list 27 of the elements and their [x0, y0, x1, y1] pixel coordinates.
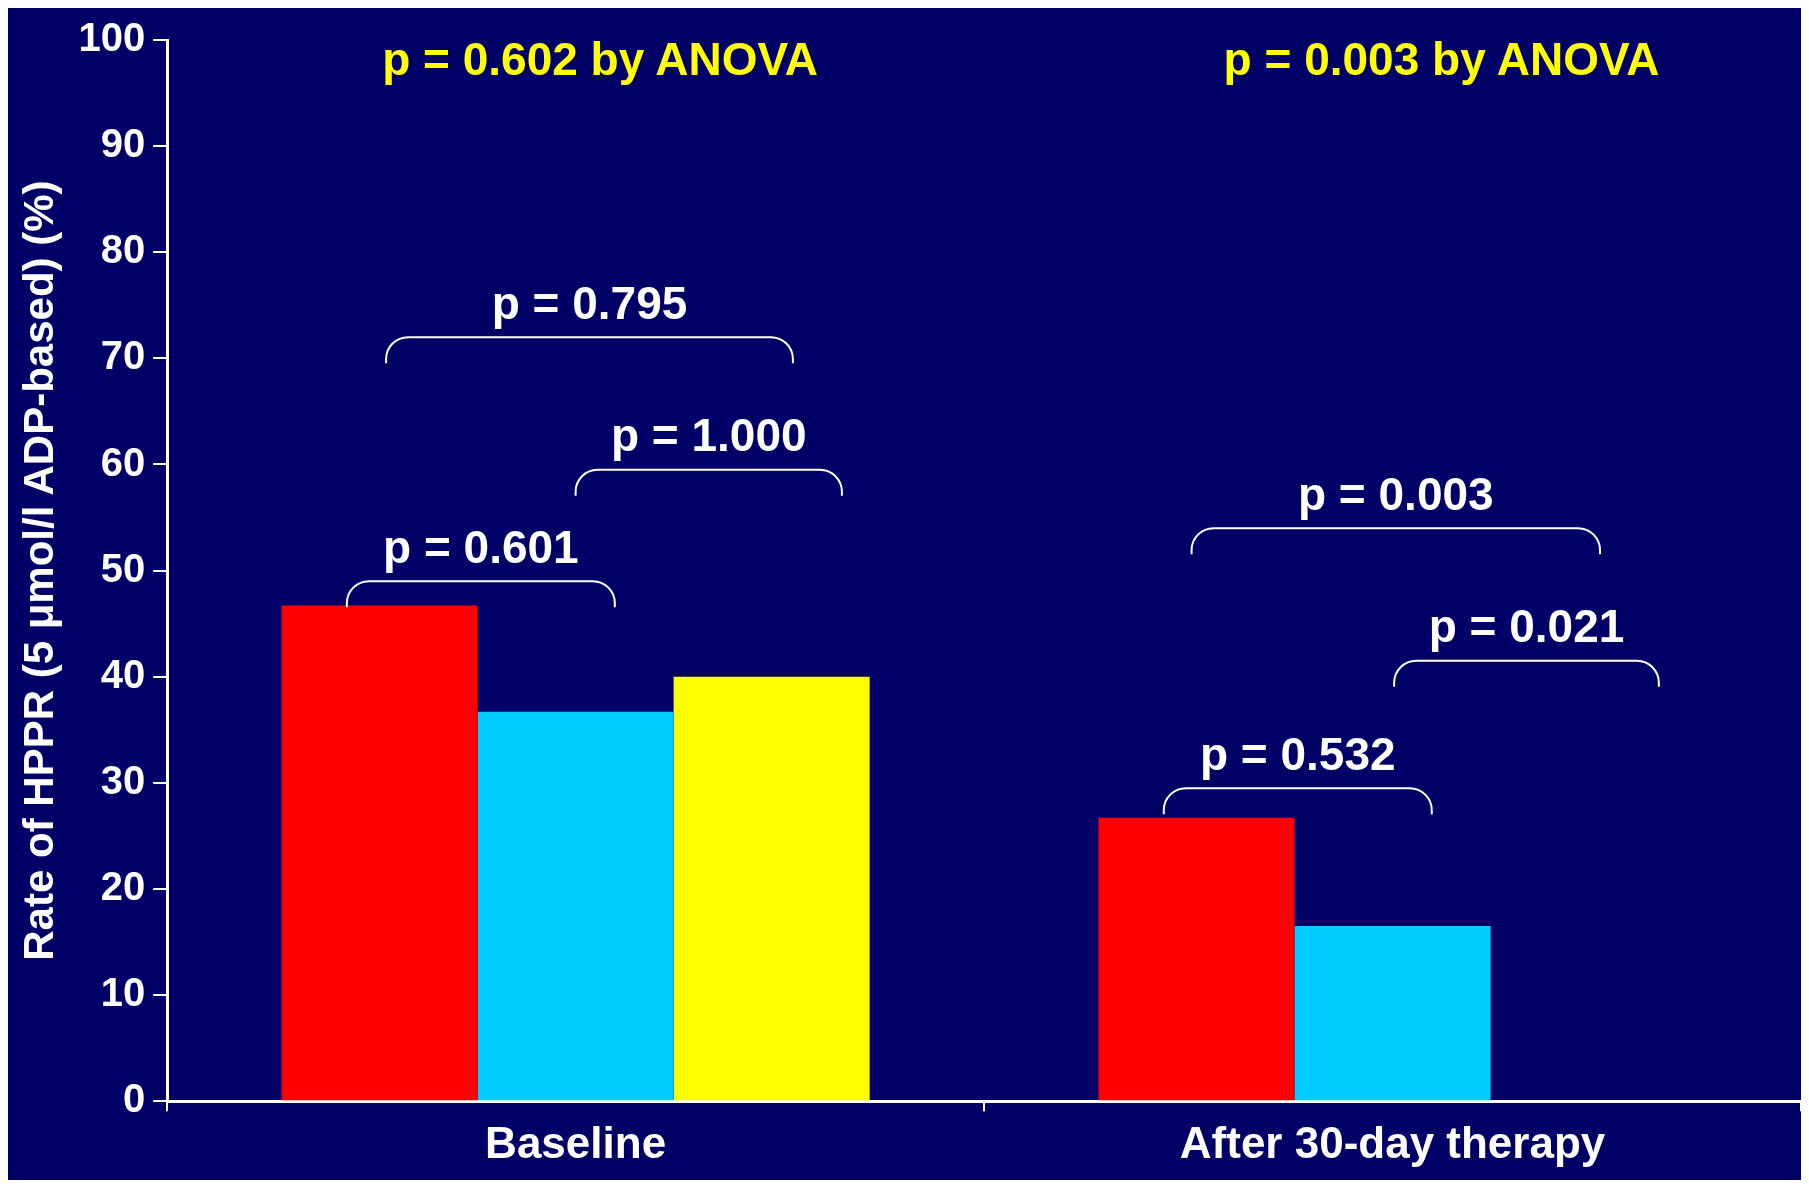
x-tick-label: After 30-day therapy: [1179, 1117, 1606, 1167]
annotation: p = 0.021: [1428, 600, 1625, 653]
annotation: p = 0.003 by ANOVA: [1223, 32, 1660, 85]
annotation: p = 0.601: [383, 520, 579, 573]
bar: [477, 711, 674, 1101]
bar: [1098, 817, 1295, 1101]
y-axis-title: Rate of HPPR (5 μmol/l ADP-based) (%): [14, 180, 62, 961]
y-tick-label: 20: [100, 863, 146, 908]
annotation: p = 0.795: [491, 276, 688, 329]
annotation: p = 0.532: [1199, 727, 1396, 780]
bar: [281, 605, 478, 1101]
y-tick-label: 30: [100, 757, 146, 802]
y-tick-label: 80: [100, 227, 146, 272]
bar: [673, 676, 870, 1101]
y-tick-label: 10: [100, 970, 146, 1015]
y-tick-label: 90: [100, 121, 146, 166]
y-tick-label: 60: [100, 439, 146, 484]
y-tick-label: 0: [122, 1076, 146, 1121]
x-tick-label: Baseline: [485, 1117, 667, 1167]
y-tick-label: 50: [100, 545, 146, 590]
y-tick-label: 40: [100, 651, 146, 696]
y-tick-label: 70: [100, 333, 146, 378]
bar: [1294, 926, 1491, 1101]
annotation: p = 1.000: [610, 409, 807, 462]
annotation: p = 0.003: [1297, 467, 1494, 520]
y-tick-label: 100: [78, 15, 146, 60]
annotation: p = 0.602 by ANOVA: [382, 32, 819, 85]
